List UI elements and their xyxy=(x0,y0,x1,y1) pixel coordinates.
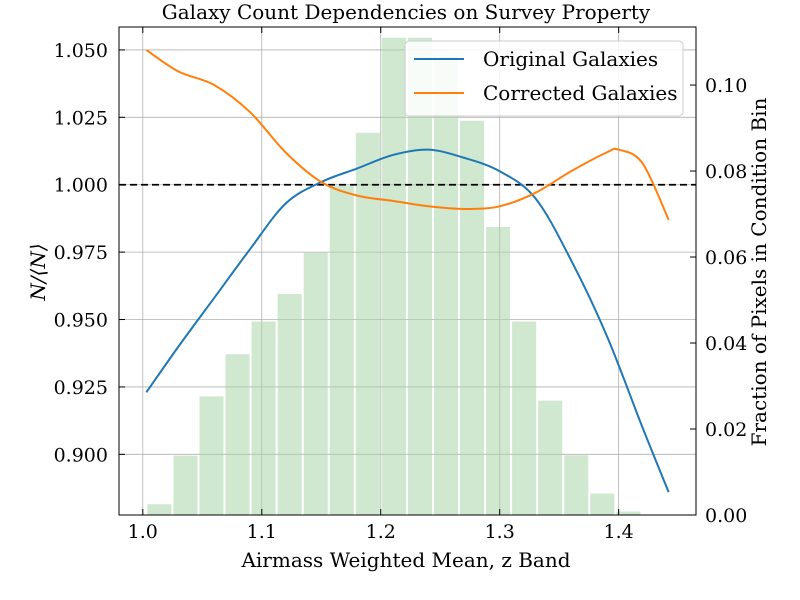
y-tick-label-right: 0.08 xyxy=(705,161,747,183)
histogram-bar xyxy=(303,252,328,515)
legend-box xyxy=(404,40,684,117)
y-tick-label: 1.025 xyxy=(54,107,108,129)
x-axis-label: Airmass Weighted Mean, z Band xyxy=(240,548,570,572)
histogram-bar xyxy=(590,493,615,515)
y-tick-label: 0.925 xyxy=(54,377,108,399)
y-axis-label: N/⟨N⟩ xyxy=(26,243,50,301)
x-tick-label: 1.3 xyxy=(485,521,515,543)
histogram-bar xyxy=(486,226,511,516)
histogram-bar xyxy=(329,185,354,515)
histogram-bar xyxy=(460,120,485,515)
x-tick-label: 1.2 xyxy=(366,521,396,543)
y-tick-label-right: 0.10 xyxy=(705,75,747,97)
plot-area: 1.0 1.1 1.2 1.3 1.4 0.900 0.925 0.950 0.975 1.000… xyxy=(54,26,747,543)
y-tick-label-right: 0.00 xyxy=(705,505,747,527)
y-tick-label-right: 0.06 xyxy=(705,247,747,269)
histogram-bar xyxy=(173,455,198,515)
histogram-bar xyxy=(277,294,302,515)
x-tick-label: 1.0 xyxy=(128,521,158,543)
histogram-bar xyxy=(251,321,276,515)
histogram-bar xyxy=(147,504,172,515)
y-tick-label: 0.950 xyxy=(54,310,108,332)
y-tick-label-right: 0.02 xyxy=(705,419,747,441)
x-tick-label: 1.4 xyxy=(604,521,634,543)
chart-title: Galaxy Count Dependencies on Survey Prop… xyxy=(162,0,651,24)
legend: Original Galaxies Corrected Galaxies xyxy=(404,40,684,117)
histogram-bar xyxy=(433,56,459,515)
y-tick-label: 0.900 xyxy=(54,444,108,466)
x-tick-label: 1.1 xyxy=(247,521,277,543)
series-line-1 xyxy=(145,49,670,221)
y-tick-label-right: 0.04 xyxy=(705,333,747,355)
histogram-bar xyxy=(564,455,589,515)
legend-label: Corrected Galaxies xyxy=(483,81,678,105)
legend-label: Original Galaxies xyxy=(483,47,658,71)
series-line-0 xyxy=(145,148,670,493)
y-tick-label: 1.000 xyxy=(54,175,108,197)
histogram-bar xyxy=(355,132,380,515)
histogram-bar xyxy=(199,396,224,515)
y-axis-right-label: Fraction of Pixels in Condition Bin xyxy=(747,97,771,446)
y-tick-label: 0.975 xyxy=(54,242,108,264)
plot-frame xyxy=(118,26,697,516)
histogram-bar xyxy=(538,400,563,515)
histogram-bar xyxy=(407,37,432,515)
histogram-bar xyxy=(512,321,537,515)
y-tick-label: 1.050 xyxy=(54,40,108,62)
histogram-bar xyxy=(381,37,406,515)
histogram-bar xyxy=(616,511,641,515)
histogram-bar xyxy=(225,354,250,515)
